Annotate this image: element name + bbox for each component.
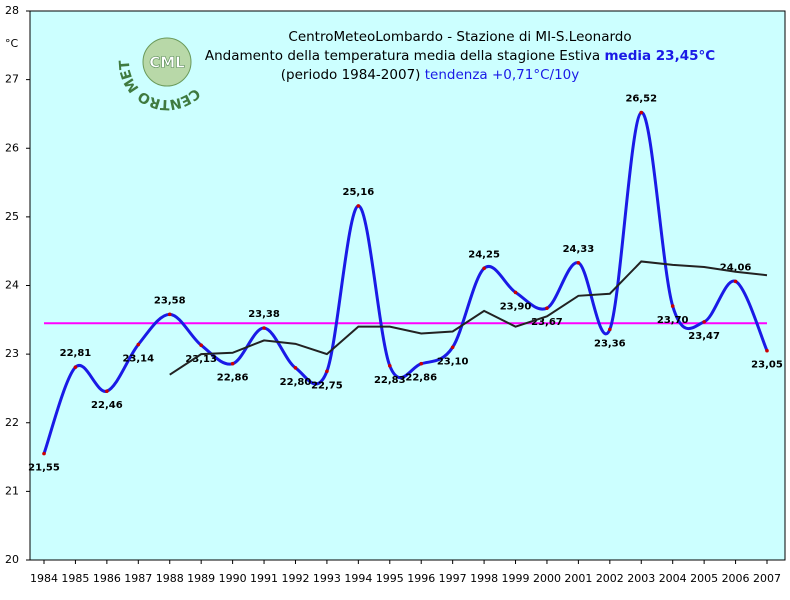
x-tick-label: 1985 [61, 572, 89, 585]
value-label: 24,33 [563, 244, 595, 255]
value-label: 23,70 [657, 315, 689, 326]
value-label: 23,36 [594, 338, 626, 349]
point [325, 369, 329, 374]
y-unit: °C [5, 37, 19, 50]
y-tick-label: 26 [5, 141, 19, 154]
value-label: 23,10 [437, 356, 469, 367]
point [670, 304, 675, 308]
point [387, 363, 392, 368]
value-label: 23,14 [122, 354, 154, 365]
point [105, 389, 109, 393]
point [576, 261, 581, 265]
subtitle-text: Andamento della temperatura media della … [205, 48, 600, 64]
value-label: 25,16 [343, 187, 375, 198]
value-label: 22,86 [405, 373, 437, 384]
y-tick-label: 28 [5, 4, 19, 17]
point [450, 345, 455, 350]
moving-average-line [169, 260, 768, 376]
value-label: 22,80 [280, 377, 312, 388]
x-tick-label: 1993 [313, 572, 341, 585]
logo-badge [142, 37, 192, 87]
subtitle-mean: media 23,45°C [604, 48, 715, 64]
value-label: 22,83 [374, 375, 406, 386]
point [545, 306, 549, 310]
point [136, 342, 141, 347]
x-tick-label: 1998 [470, 572, 498, 585]
subtitle: Andamento della temperatura media della … [205, 48, 715, 64]
value-label: 24,06 [720, 262, 752, 273]
value-label: 22,81 [60, 348, 92, 359]
plot-area [29, 10, 786, 561]
chart-title: CentroMeteoLombardo - Stazione di MI-S.L… [288, 29, 631, 45]
value-label: 23,38 [248, 309, 280, 320]
y-tick-label: 25 [5, 210, 19, 223]
point [42, 451, 46, 456]
point [73, 365, 78, 369]
value-label: 23,05 [751, 360, 783, 371]
x-tick-label: 1991 [250, 572, 278, 585]
value-label: 26,52 [625, 94, 657, 105]
trend: tendenza +0,71°C/10y [425, 67, 580, 83]
period: (periodo 1984-2007) [281, 67, 421, 83]
value-label: 23,47 [688, 331, 720, 342]
x-tick-label: 2000 [533, 572, 561, 585]
point [262, 326, 266, 330]
x-tick-label: 1992 [281, 572, 309, 585]
point [293, 366, 298, 370]
x-tick-label: 1984 [30, 572, 58, 585]
point [230, 361, 235, 366]
x-tick-label: 2004 [659, 572, 687, 585]
point [167, 312, 172, 317]
logo-abbr: CML [149, 54, 185, 72]
x-tick-label: 2002 [596, 572, 624, 585]
point [419, 361, 424, 366]
x-tick-label: 2006 [722, 572, 750, 585]
point [608, 327, 612, 332]
x-tick-label: 1999 [502, 572, 530, 585]
point [513, 290, 518, 295]
x-tick-label: 1988 [156, 572, 184, 585]
period-line: (periodo 1984-2007) tendenza +0,71°C/10y [281, 67, 579, 83]
value-label: 22,46 [91, 400, 123, 411]
x-tick-label: 2003 [627, 572, 655, 585]
value-label: 21,55 [28, 463, 60, 474]
y-tick-label: 27 [5, 73, 19, 86]
value-label: 23,58 [154, 295, 186, 306]
x-tick-label: 2001 [564, 572, 592, 585]
point [639, 110, 644, 115]
y-tick-label: 22 [5, 416, 19, 429]
x-tick-label: 1994 [344, 572, 372, 585]
value-label: 23,67 [531, 317, 563, 328]
point [733, 279, 738, 284]
x-tick-label: 1987 [124, 572, 152, 585]
x-tick-label: 1995 [376, 572, 404, 585]
point [702, 320, 706, 324]
x-tick-label: 2005 [690, 572, 718, 585]
y-tick-label: 24 [5, 279, 19, 292]
x-tick-label: 1986 [93, 572, 121, 585]
point [482, 266, 486, 271]
value-label: 24,25 [468, 249, 500, 260]
point [765, 348, 769, 353]
y-tick-label: 21 [5, 484, 19, 497]
x-tick-label: 1989 [187, 572, 215, 585]
value-label: 22,86 [217, 373, 249, 384]
value-label: 23,90 [500, 301, 532, 312]
x-tick-label: 1990 [219, 572, 247, 585]
x-tick-label: 1996 [407, 572, 435, 585]
y-tick-label: 23 [5, 347, 19, 360]
value-label: 22,75 [311, 380, 343, 391]
y-tick-label: 20 [5, 553, 19, 566]
x-tick-label: 2007 [753, 572, 781, 585]
point [199, 343, 203, 348]
point [356, 204, 361, 208]
value-label: 23,13 [185, 354, 217, 365]
x-tick-label: 1997 [439, 572, 467, 585]
